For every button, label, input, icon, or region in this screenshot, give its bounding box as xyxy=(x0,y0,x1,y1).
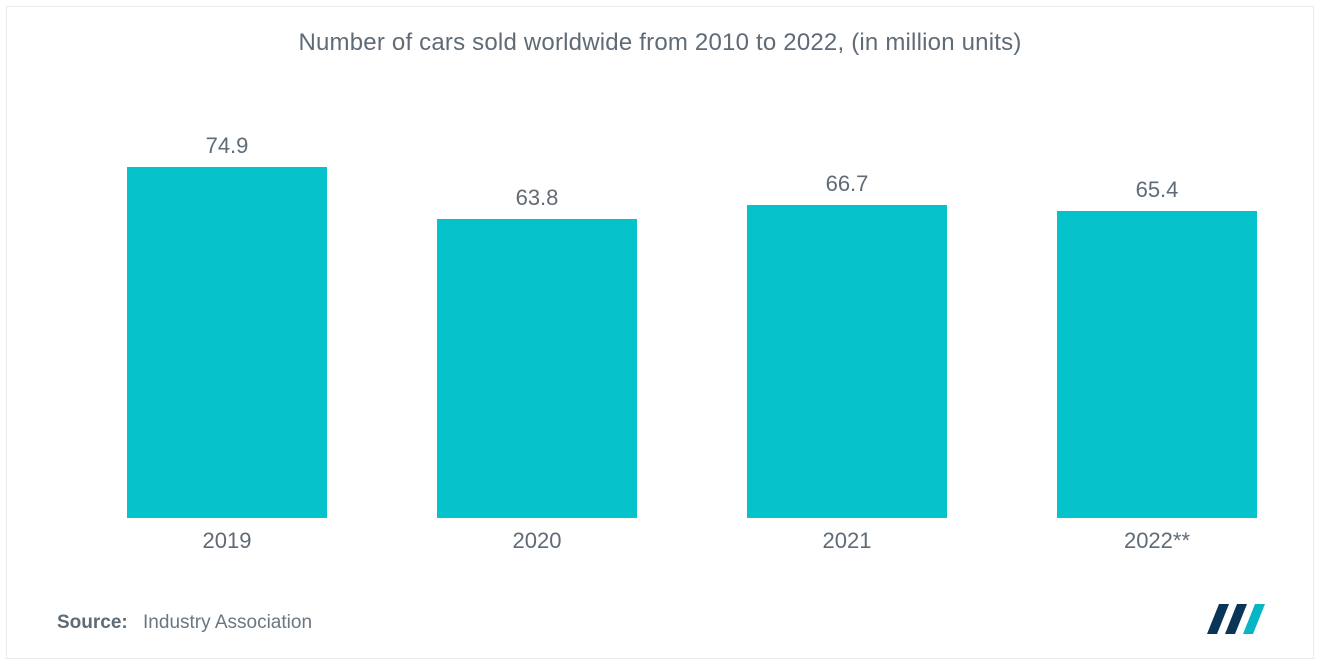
logo-bar-2 xyxy=(1225,604,1247,634)
logo-bar-1 xyxy=(1207,604,1229,634)
logo-bar-3 xyxy=(1243,604,1265,634)
source-value: Industry Association xyxy=(143,612,312,633)
bar-value-label: 66.7 xyxy=(747,171,947,197)
bar-group: 74.9 xyxy=(127,143,327,518)
category-label: 2019 xyxy=(127,528,327,554)
bar-value-label: 63.8 xyxy=(437,185,637,211)
category-axis: 2019202020212022** xyxy=(67,522,1253,558)
bar xyxy=(127,167,327,518)
category-label: 2021 xyxy=(747,528,947,554)
bar xyxy=(747,205,947,518)
source-label: Source: xyxy=(57,612,128,633)
plot-area: 74.963.866.765.4 xyxy=(67,157,1253,518)
chart-frame: Number of cars sold worldwide from 2010 … xyxy=(6,6,1314,659)
mordor-logo xyxy=(1205,598,1271,636)
chart-title: Number of cars sold worldwide from 2010 … xyxy=(7,7,1313,57)
bar-group: 66.7 xyxy=(747,143,947,518)
category-label: 2022** xyxy=(1057,528,1257,554)
bar-value-label: 74.9 xyxy=(127,133,327,159)
bar xyxy=(437,219,637,518)
bar-group: 63.8 xyxy=(437,143,637,518)
category-label: 2020 xyxy=(437,528,637,554)
bar-group: 65.4 xyxy=(1057,143,1257,518)
bar xyxy=(1057,211,1257,518)
bar-value-label: 65.4 xyxy=(1057,177,1257,203)
source-line: Source: Industry Association xyxy=(57,612,312,634)
